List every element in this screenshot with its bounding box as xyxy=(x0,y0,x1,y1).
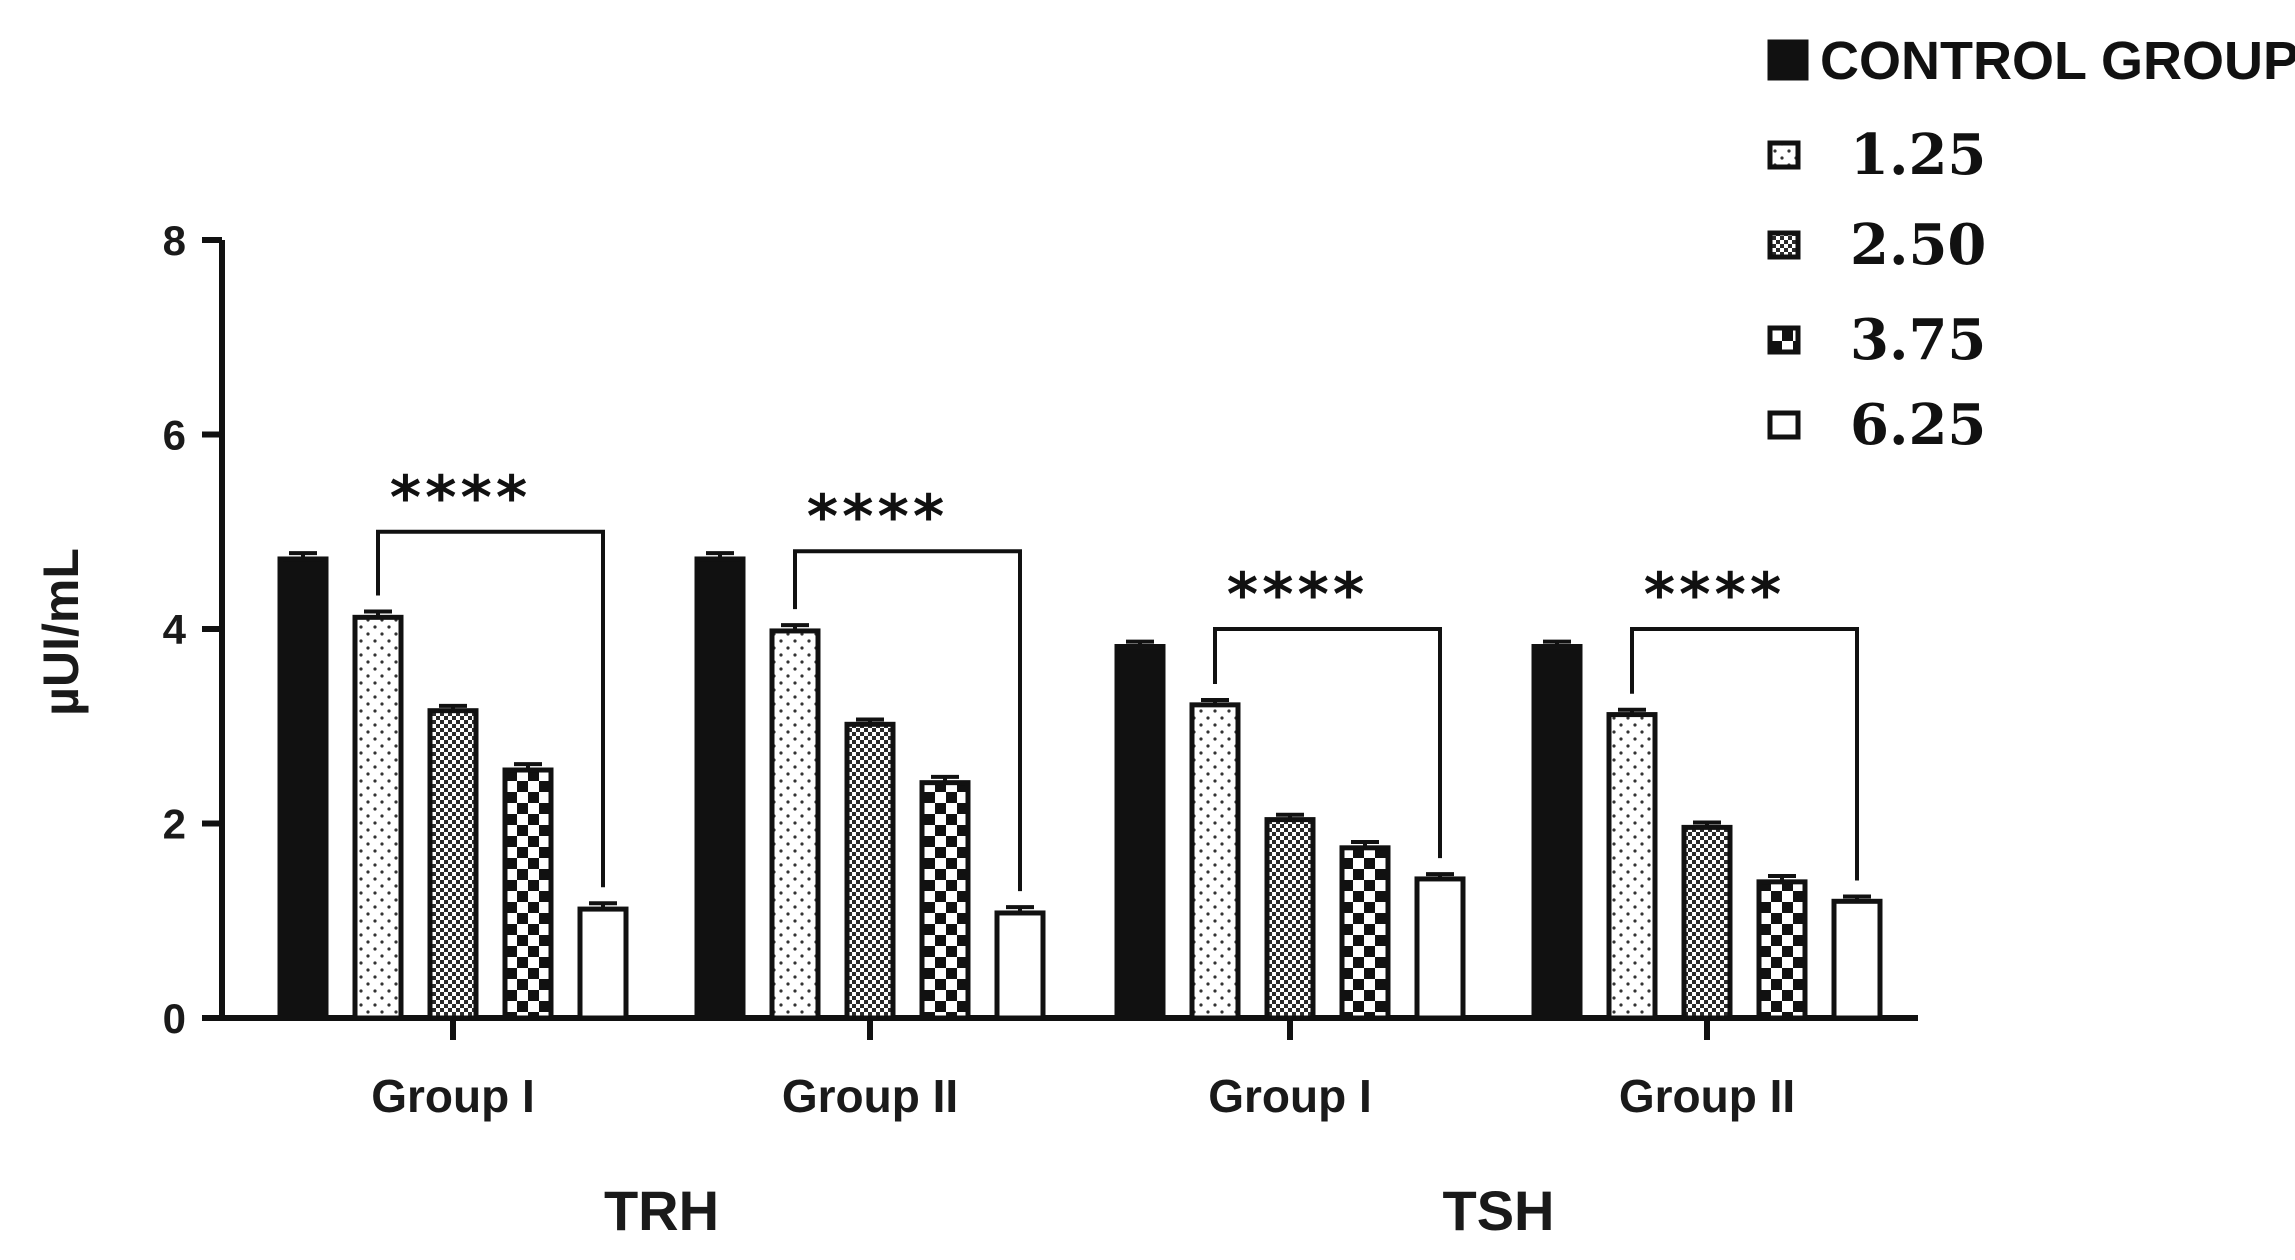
y-tick-label: 8 xyxy=(163,217,186,264)
bar-2-50-0 xyxy=(427,708,479,1021)
legend-label: CONTROL GROUP xyxy=(1820,31,2295,91)
bar-control-group-0 xyxy=(277,556,329,1021)
bar-1-25-1 xyxy=(769,628,821,1021)
bar-6-25-2 xyxy=(1414,876,1466,1021)
y-tick-label: 0 xyxy=(163,995,186,1042)
legend: CONTROL GROUP 1.25 2.50 3.75 6.25 xyxy=(1767,31,2295,458)
significance-bracket xyxy=(793,549,1022,892)
legend-label: 3.75 xyxy=(1850,307,1986,373)
error-bars xyxy=(289,551,1871,913)
hormone-label-tsh: TSH xyxy=(1443,1179,1555,1242)
y-axis-label: µUI/mL xyxy=(33,548,89,716)
axis-labels: Group I Group II Group I Group II TRH TSH µUI/… xyxy=(33,548,1795,1242)
legend-swatch-1-25 xyxy=(1767,140,1801,170)
bar-2-50-3 xyxy=(1681,824,1733,1021)
legend-label: 6.25 xyxy=(1850,392,1986,458)
bar-1-25-2 xyxy=(1189,702,1241,1021)
y-tick-label: 2 xyxy=(163,801,186,848)
bar-control-group-3 xyxy=(1531,644,1583,1021)
bar-control-group-2 xyxy=(1114,644,1166,1021)
y-tick-label: 6 xyxy=(163,412,186,459)
hormone-label-trh: TRH xyxy=(604,1179,719,1242)
bar-6-25-0 xyxy=(577,906,629,1021)
legend-swatch-control xyxy=(1767,39,1809,81)
bar-6-25-1 xyxy=(994,910,1046,1021)
x-category-label: Group II xyxy=(1619,1070,1795,1122)
bars xyxy=(277,556,1883,1021)
significance-brackets: **** **** **** **** xyxy=(376,463,1859,892)
bar-2-50-2 xyxy=(1264,817,1316,1021)
significance-label: **** xyxy=(390,463,532,533)
significance-label: **** xyxy=(1227,560,1369,630)
significance-bracket xyxy=(1630,627,1859,881)
x-category-label: Group II xyxy=(782,1070,958,1122)
y-tick-label: 4 xyxy=(163,606,187,653)
bar-3-75-2 xyxy=(1339,845,1391,1021)
legend-label: 2.50 xyxy=(1850,212,1986,278)
legend-swatch-3-75 xyxy=(1767,325,1801,355)
significance-label: **** xyxy=(1644,560,1786,630)
significance-bracket xyxy=(1213,627,1442,859)
legend-swatch-6-25 xyxy=(1767,410,1801,440)
bar-control-group-1 xyxy=(694,556,746,1021)
bar-2-50-1 xyxy=(844,721,896,1021)
bar-6-25-3 xyxy=(1831,898,1883,1021)
bar-3-75-1 xyxy=(919,780,971,1021)
bar-3-75-0 xyxy=(502,767,554,1021)
bar-1-25-0 xyxy=(352,614,404,1021)
x-category-label: Group I xyxy=(1208,1070,1372,1122)
bar-3-75-3 xyxy=(1756,879,1808,1021)
x-category-label: Group I xyxy=(371,1070,535,1122)
bar-1-25-3 xyxy=(1606,712,1658,1021)
legend-swatch-2-50 xyxy=(1767,230,1801,260)
significance-bracket xyxy=(376,529,605,888)
legend-label: 1.25 xyxy=(1850,122,1986,188)
significance-label: **** xyxy=(807,482,949,552)
